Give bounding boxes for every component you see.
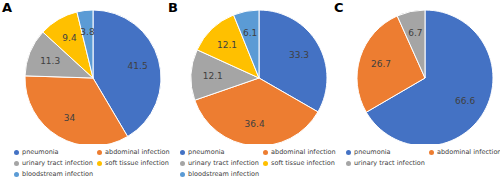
svg-text:12.1: 12.1 [203,71,223,81]
html-text:bloodstream infection: bloodstream infection [22,170,94,178]
svg-text:66.6: 66.6 [455,96,475,106]
html-text:soft tissue infection: soft tissue infection [105,159,169,167]
html-text:B: B [168,0,178,15]
svg-text:12.1: 12.1 [217,40,237,50]
html-text:urinary tract infection: urinary tract infection [22,159,93,167]
svg-text:11.3: 11.3 [40,56,60,66]
html-text:abdominal infection: abdominal infection [105,148,170,156]
html-text:pneumonia: pneumonia [354,148,391,156]
svg-text:34: 34 [64,113,76,123]
html-text:bloodstream infection: bloodstream infection [188,170,260,178]
html-text:C: C [334,0,344,15]
svg-text:33.3: 33.3 [289,50,309,60]
html-text:pneumonia: pneumonia [188,148,225,156]
svg-text:36.4: 36.4 [245,119,265,129]
html-text:A: A [2,0,13,15]
html-text:abdominal infection: abdominal infection [271,148,336,156]
html-text:pneumonia: pneumonia [22,148,59,156]
svg-text:6.1: 6.1 [243,28,257,38]
svg-text:6.7: 6.7 [408,28,422,38]
html-text:urinary tract infection: urinary tract infection [188,159,259,167]
html-text:soft tissue infection: soft tissue infection [271,159,335,167]
svg-text:41.5: 41.5 [128,61,148,71]
html-text:urinary tract infection: urinary tract infection [354,159,425,167]
svg-text:9.4: 9.4 [62,33,77,43]
svg-text:3.8: 3.8 [80,27,95,37]
svg-text:26.7: 26.7 [371,59,391,69]
